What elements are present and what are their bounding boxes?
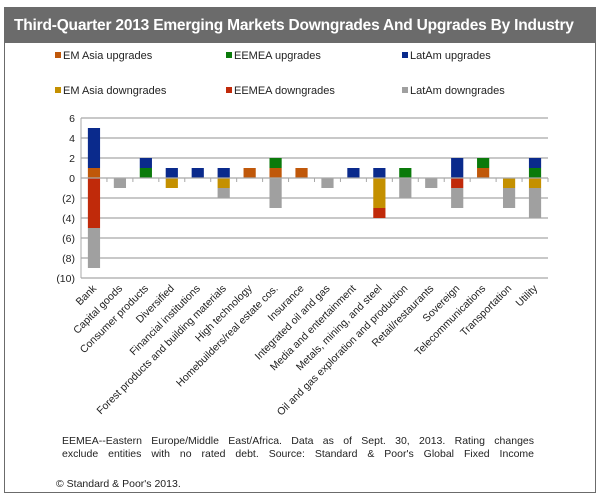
bar-segment-latam-downgrades: [217, 188, 230, 198]
y-tick-label: 4: [69, 133, 75, 145]
bar-segment-em-asia-downgrades: [502, 178, 516, 188]
legend-label: EM Asia downgrades: [63, 85, 167, 97]
y-tick-label: (6): [62, 233, 75, 245]
bar-segment-latam-downgrades: [528, 188, 542, 218]
bar-segment-latam-upgrades: [217, 168, 230, 178]
bar-segment-eemea-downgrades: [451, 178, 464, 188]
bar-segment-em-asia-downgrades: [528, 178, 542, 188]
y-tick-label: (2): [62, 193, 75, 205]
bar-segment-latam-upgrades: [528, 158, 542, 168]
legend-swatch: [226, 52, 232, 58]
bar-segment-eemea-upgrades: [528, 168, 542, 178]
bar-segment-latam-upgrades: [347, 168, 360, 178]
bar-segment-eemea-upgrades: [139, 168, 152, 178]
legend-item-latam-upgrades: LatAm upgrades: [402, 50, 491, 62]
legend-swatch: [402, 52, 408, 58]
bar-segment-em-asia-downgrades: [165, 178, 178, 188]
y-tick-label: 0: [69, 173, 75, 185]
legend-item-em-asia-downgrades: EM Asia downgrades: [55, 85, 166, 97]
bar-segment-em-asia-upgrades: [87, 168, 101, 178]
bar-segment-em-asia-upgrades: [243, 168, 256, 178]
chart-title: Third-Quarter 2013 Emerging Markets Down…: [5, 8, 595, 43]
bar-segment-latam-downgrades: [502, 188, 516, 208]
bar-segment-latam-downgrades: [113, 178, 127, 188]
legend-item-eemea-upgrades: EEMEA upgrades: [226, 50, 321, 62]
x-tick-label: Utility: [514, 282, 541, 309]
legend-label: LatAm upgrades: [410, 50, 491, 62]
footnote-line-2: exclude entities with no rated debt. Sou…: [62, 448, 534, 460]
bar-segment-em-asia-upgrades: [295, 168, 308, 178]
legend-swatch: [402, 87, 408, 93]
bar-segment-em-asia-upgrades: [477, 168, 490, 178]
bar-segment-em-asia-upgrades: [269, 168, 282, 178]
bar-segment-latam-upgrades: [87, 128, 101, 168]
bar-segment-eemea-upgrades: [477, 158, 490, 168]
legend-item-em-asia-upgrades: EM Asia upgrades: [55, 50, 152, 62]
legend-swatch: [55, 52, 61, 58]
bar-segment-latam-upgrades: [165, 168, 178, 178]
legend-swatch: [226, 87, 232, 93]
bar-segment-latam-downgrades: [269, 178, 282, 208]
bar-segment-em-asia-downgrades: [217, 178, 230, 188]
legend-swatch: [55, 87, 61, 93]
footnote-line-1: EEMEA--Eastern Europe/Middle East/Africa…: [62, 435, 534, 447]
y-tick-label: 6: [69, 113, 75, 125]
bar-segment-latam-upgrades: [373, 168, 386, 178]
chart-frame: Third-Quarter 2013 Emerging Markets Down…: [4, 7, 596, 493]
legend-item-latam-downgrades: LatAm downgrades: [402, 85, 505, 97]
bar-segment-latam-downgrades: [87, 228, 101, 268]
legend-label: EEMEA upgrades: [234, 50, 321, 62]
y-tick-label: (4): [62, 213, 75, 225]
bar-segment-latam-upgrades: [139, 158, 152, 168]
bar-segment-latam-upgrades: [451, 158, 464, 178]
y-tick-label: (8): [62, 253, 75, 265]
bar-segment-latam-downgrades: [425, 178, 438, 188]
copyright: © Standard & Poor's 2013.: [56, 478, 181, 490]
bar-segment-latam-downgrades: [451, 188, 464, 208]
legend-label: EM Asia upgrades: [63, 50, 153, 62]
y-tick-label: (10): [56, 273, 75, 285]
bar-segment-eemea-downgrades: [87, 178, 101, 228]
bar-segment-latam-downgrades: [321, 178, 334, 188]
bar-segment-latam-downgrades: [399, 178, 412, 198]
bar-segment-eemea-upgrades: [399, 168, 412, 178]
y-tick-label: 2: [69, 153, 75, 165]
bar-segment-eemea-downgrades: [373, 208, 386, 218]
legend-label: LatAm downgrades: [410, 85, 505, 97]
legend-label: EEMEA downgrades: [234, 85, 335, 97]
bar-segment-latam-upgrades: [191, 168, 204, 178]
footnote: EEMEA--Eastern Europe/Middle East/Africa…: [62, 435, 534, 461]
bar-segment-em-asia-downgrades: [373, 178, 386, 208]
bar-segment-eemea-upgrades: [269, 158, 282, 168]
legend-item-eemea-downgrades: EEMEA downgrades: [226, 85, 335, 97]
